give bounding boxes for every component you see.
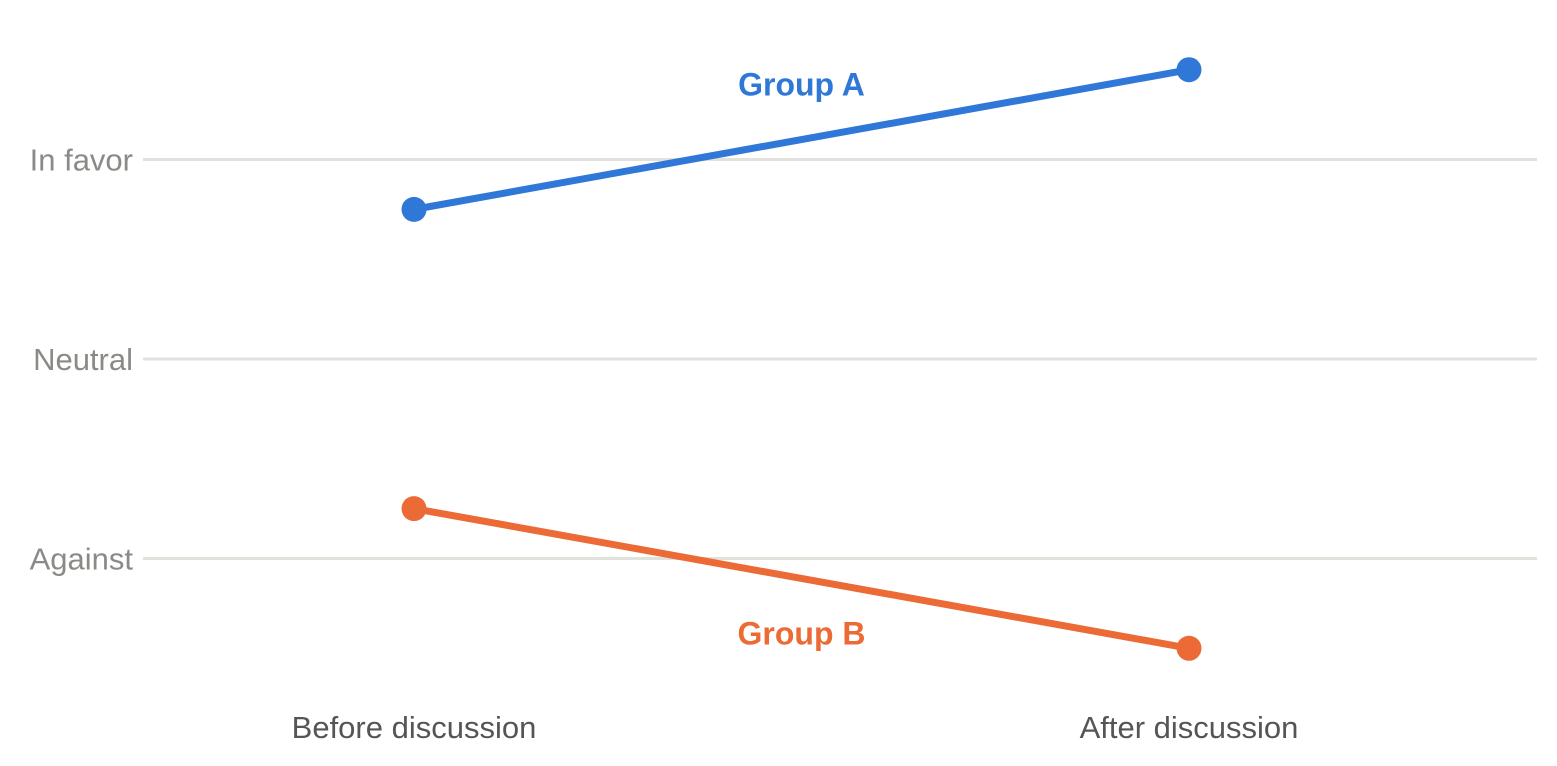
- y-tick-label: Against: [30, 542, 134, 577]
- data-point-group-a-1: [1176, 57, 1202, 83]
- series-group-b: Group B: [401, 496, 1202, 661]
- grid-lines: [143, 158, 1537, 560]
- series-label-group-b: Group B: [738, 615, 866, 651]
- data-point-group-b-1: [1176, 635, 1202, 661]
- series-label-group-a: Group A: [738, 67, 865, 103]
- series-line-group-b: [410, 505, 1193, 652]
- data-point-group-b-0: [401, 496, 427, 522]
- x-axis-labels: Before discussion After discussion: [292, 710, 1299, 745]
- y-tick-label: Neutral: [33, 342, 133, 377]
- x-tick-label: Before discussion: [292, 710, 537, 745]
- series-group-a: Group A: [401, 57, 1202, 222]
- y-tick-label: In favor: [30, 143, 133, 178]
- x-tick-label: After discussion: [1080, 710, 1299, 745]
- series-layer: Group A Group B: [401, 57, 1202, 661]
- y-axis-labels: Against Neutral In favor: [30, 143, 134, 577]
- data-point-group-a-0: [401, 196, 427, 222]
- series-line-group-a: [410, 66, 1193, 213]
